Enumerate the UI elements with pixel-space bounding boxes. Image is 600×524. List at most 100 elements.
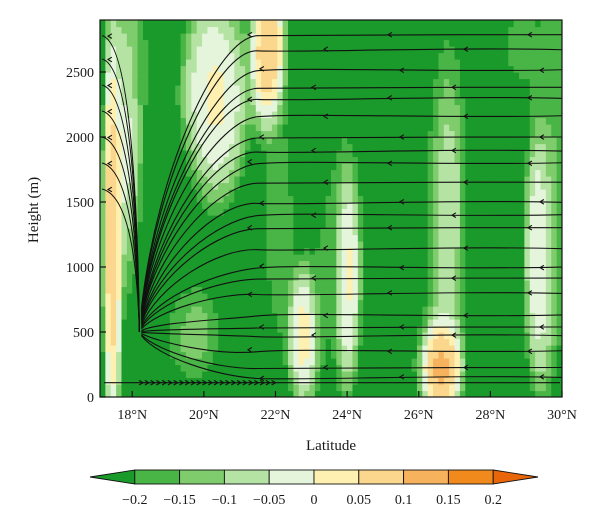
heatmap-cell <box>132 46 139 54</box>
heatmap-cell <box>153 364 160 372</box>
heatmap-cell <box>357 319 364 327</box>
heatmap-cell <box>422 20 429 28</box>
heatmap-cell <box>379 345 386 353</box>
heatmap-cell <box>411 104 418 112</box>
heatmap-cell <box>250 221 257 229</box>
heatmap-cell <box>175 345 182 353</box>
heatmap-cell <box>529 33 536 41</box>
heatmap-cell <box>169 254 176 262</box>
heatmap-cell <box>116 384 123 392</box>
heatmap-cell <box>513 156 520 164</box>
heatmap-cell <box>212 371 219 379</box>
heatmap-cell <box>502 306 509 314</box>
heatmap-cell <box>116 358 123 366</box>
heatmap-cell <box>282 78 289 86</box>
heatmap-cell <box>551 72 558 80</box>
heatmap-cell <box>336 85 343 93</box>
heatmap-cell <box>325 33 332 41</box>
heatmap-cell <box>320 117 327 125</box>
heatmap-cell <box>368 143 375 151</box>
heatmap-cell <box>261 143 268 151</box>
heatmap-cell <box>519 195 525 203</box>
heatmap-cell <box>373 293 380 301</box>
heatmap-cell <box>535 59 542 67</box>
heatmap-cell <box>261 26 268 34</box>
heatmap-cell <box>363 338 370 346</box>
heatmap-cell <box>277 247 284 255</box>
heatmap-cell <box>132 338 139 346</box>
heatmap-cell <box>132 176 139 184</box>
heatmap-cell <box>427 299 434 307</box>
heatmap-cell <box>551 189 558 197</box>
heatmap-cell <box>121 52 128 60</box>
heatmap-cell <box>427 221 434 229</box>
heatmap-cell <box>443 65 450 73</box>
heatmap-cell <box>357 124 364 132</box>
heatmap-cell <box>347 267 354 275</box>
heatmap-cell <box>245 267 252 275</box>
heatmap-cell <box>126 189 133 197</box>
heatmap-cell <box>245 85 252 93</box>
heatmap-cell <box>309 98 316 106</box>
heatmap-cell <box>551 98 558 106</box>
heatmap-cell <box>261 247 268 255</box>
heatmap-cell <box>169 351 176 359</box>
heatmap-cell <box>433 189 440 197</box>
heatmap-cell <box>336 208 343 216</box>
heatmap-cell <box>288 98 294 106</box>
heatmap-cell <box>261 260 268 268</box>
heatmap-cell <box>191 384 198 392</box>
heatmap-cell <box>266 351 273 359</box>
heatmap-cell <box>476 208 483 216</box>
heatmap-cell <box>379 299 386 307</box>
heatmap-cell <box>271 325 278 333</box>
heatmap-cell <box>153 72 160 80</box>
heatmap-cell <box>100 117 106 125</box>
heatmap-cell <box>331 46 337 54</box>
heatmap-cell <box>314 273 321 281</box>
heatmap-cell <box>116 293 123 301</box>
heatmap-cell <box>400 26 407 34</box>
heatmap-cell <box>502 137 509 145</box>
heatmap-cell <box>336 150 343 158</box>
heatmap-cell <box>524 33 531 41</box>
heatmap-cell <box>266 228 273 236</box>
heatmap-cell <box>352 137 359 145</box>
heatmap-cell <box>169 371 176 379</box>
heatmap-cell <box>169 299 176 307</box>
heatmap-cell <box>486 293 493 301</box>
heatmap-cell <box>411 273 418 281</box>
heatmap-cell <box>282 384 289 392</box>
heatmap-cell <box>502 182 509 190</box>
heatmap-cell <box>132 150 139 158</box>
heatmap-cell <box>422 72 429 80</box>
heatmap-cell <box>228 299 235 307</box>
heatmap-cell <box>228 91 235 99</box>
heatmap-cell <box>470 306 477 314</box>
heatmap-cell <box>255 358 262 366</box>
heatmap-cell <box>449 338 456 346</box>
heatmap-cell <box>207 156 214 164</box>
heatmap-cell <box>454 358 461 366</box>
heatmap-cell <box>502 280 509 288</box>
heatmap-cell <box>347 273 354 281</box>
heatmap-cell <box>373 163 380 171</box>
heatmap-cell <box>502 59 509 67</box>
heatmap-cell <box>137 65 144 73</box>
heatmap-cell <box>502 371 509 379</box>
heatmap-cell <box>121 364 128 372</box>
heatmap-cell <box>352 33 359 41</box>
heatmap-cell <box>250 215 257 223</box>
heatmap-cell <box>497 358 504 366</box>
heatmap-cell <box>433 137 440 145</box>
heatmap-cell <box>352 299 359 307</box>
heatmap-cell <box>137 286 144 294</box>
heatmap-cell <box>314 254 321 262</box>
heatmap-cell <box>400 85 407 93</box>
heatmap-cell <box>551 208 558 216</box>
heatmap-cell <box>325 241 332 249</box>
heatmap-cell <box>368 72 375 80</box>
heatmap-cell <box>395 280 402 288</box>
heatmap-cell <box>228 163 235 171</box>
heatmap-cell <box>266 111 273 119</box>
